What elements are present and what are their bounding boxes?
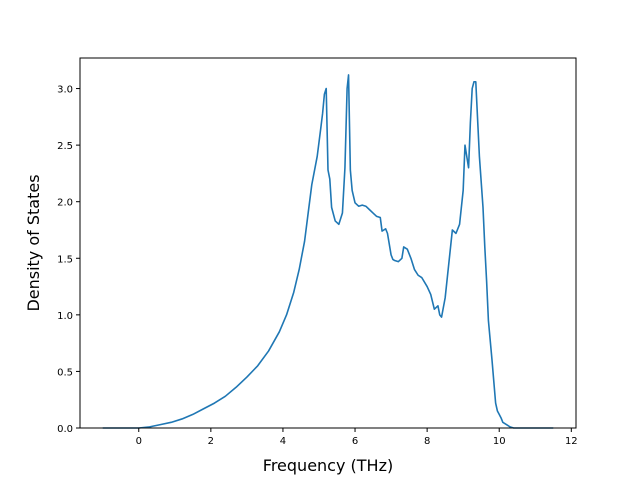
- y-axis-label: Density of States: [24, 174, 43, 311]
- x-tick-label: 0: [136, 436, 142, 447]
- y-tick-label: 1.5: [57, 254, 73, 265]
- x-tick-label: 2: [208, 436, 214, 447]
- y-tick-label: 2.0: [57, 198, 73, 209]
- x-tick-label: 8: [424, 436, 430, 447]
- y-tick-label: 3.0: [57, 85, 73, 96]
- series-layer: [102, 74, 554, 429]
- plot-area: [80, 58, 576, 428]
- x-axis-label: Frequency (THz): [263, 456, 393, 475]
- x-tick-label: 4: [280, 436, 286, 447]
- axes-frame: [79, 57, 577, 429]
- y-tick-label: 0.5: [57, 367, 73, 378]
- x-tick-label: 10: [493, 436, 506, 447]
- y-tick-label: 2.5: [57, 141, 73, 152]
- x-tick-label: 6: [352, 436, 358, 447]
- y-tick-label: 0.0: [57, 424, 73, 435]
- x-tick-label: 12: [565, 436, 578, 447]
- y-tick-label: 1.0: [57, 311, 73, 322]
- ticks-layer: 0 2 4 6 8 10 12 0.0 0.5 1.0 1.5 2.0 2.5 3.0: [57, 85, 578, 447]
- series-line-0: [102, 74, 554, 429]
